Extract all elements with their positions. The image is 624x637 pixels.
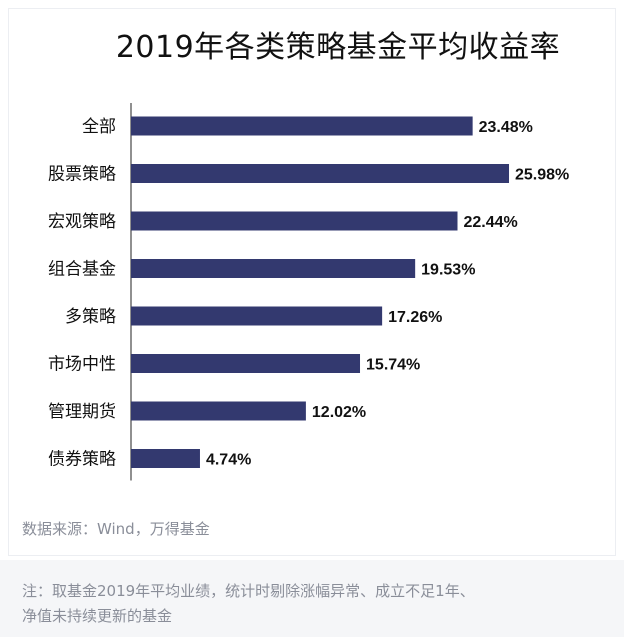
source-text: 数据来源：Wind，万得基金 [22,520,210,538]
bar [131,401,306,421]
footnote-line-1: 注：取基金2019年平均业绩，统计时剔除涨幅异常、成立不足1年、 [22,582,475,600]
bar [131,449,200,468]
category-label: 债券策略 [48,450,116,470]
category-label: 宏观策略 [48,212,116,232]
category-label: 组合基金 [48,260,116,280]
data-label: 25.98% [515,167,569,184]
footnote-line-2: 净值未持续更新的基金 [22,607,173,625]
bar-chart: 全部 23.48% 股票策略 25.98% 宏观策略 22.44% 组合基金 19.53% 多策… [48,103,569,481]
category-label: 市场中性 [48,355,116,375]
category-label: 管理期货 [48,402,116,422]
data-label: 4.74% [206,452,251,469]
category-label: 股票策略 [48,165,116,185]
data-label: 15.74% [366,357,420,374]
chart-title: 2019年各类策略基金平均收益率 [115,30,561,65]
data-label: 19.53% [421,262,475,279]
data-label: 17.26% [388,309,442,326]
data-label: 23.48% [479,119,533,136]
data-label: 22.44% [464,214,518,231]
bar [131,306,383,326]
footnote: 注：取基金2019年平均业绩，统计时剔除涨幅异常、成立不足1年、 净值未持续更新… [0,560,624,637]
data-label: 12.02% [312,404,366,421]
bar [131,116,473,136]
category-label: 多策略 [65,307,116,327]
bar [131,211,458,231]
category-label: 全部 [82,117,116,137]
bar [131,354,361,373]
bar [131,259,416,278]
bar [131,164,510,183]
chart-card [8,8,616,556]
